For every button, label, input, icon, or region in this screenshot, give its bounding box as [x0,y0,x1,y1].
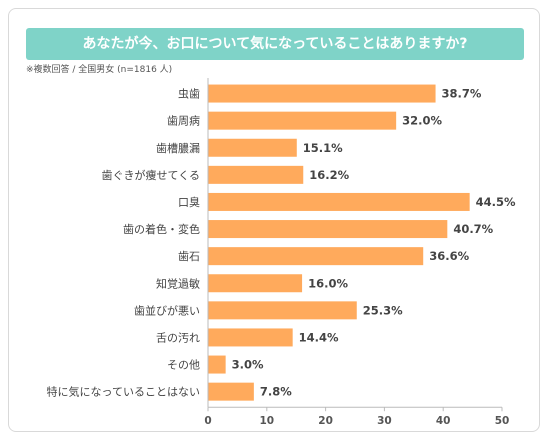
chart-frame [8,8,540,432]
chart-title: あなたが今、お口について気になっていることはありますか? [26,28,524,60]
data-label: 44.5% [476,195,516,209]
bar [208,247,424,266]
x-tick-label: 0 [204,415,211,427]
bar [208,111,397,130]
labels-layer: 虫歯 38.7% 歯周病 32.0% 歯槽膿漏 15.1% 歯ぐきが痩せてくる 16.2% 口臭… [47,87,516,399]
survey-note: ※複数回答 / 全国男女 (n=1816 人) [26,65,173,75]
bar [208,138,297,157]
x-tick-label: 10 [259,415,274,427]
category-label: 歯ぐきが痩せてくる [102,168,200,182]
category-label: 歯石 [178,250,200,263]
bar [208,355,226,374]
x-tick-label: 20 [318,415,333,427]
data-label: 32.0% [402,114,442,128]
category-label: 知覚過敏 [156,276,200,290]
category-label: 特に気になっていることはない [47,385,200,399]
data-label: 16.0% [308,276,348,290]
category-label: 口臭 [178,195,200,209]
x-tick-label: 30 [377,415,392,427]
x-tick-label: 40 [436,415,451,427]
category-label: 歯槽膿漏 [156,141,200,155]
bars-layer [208,84,470,401]
bar [208,165,304,184]
bar [208,274,303,293]
data-label: 15.1% [303,141,343,155]
category-label: 舌の汚れ [156,331,200,344]
data-label: 14.4% [299,330,339,344]
bar [208,192,470,211]
bar [208,84,436,103]
category-label: 歯の着色・変色 [123,222,200,236]
category-label: 虫歯 [178,88,200,101]
bar [208,220,448,239]
x-tick-label: 50 [495,415,510,427]
data-label: 36.6% [429,249,469,263]
data-label: 16.2% [309,168,349,182]
bar [208,301,357,320]
category-label: その他 [167,359,200,372]
data-label: 7.8% [260,385,292,399]
category-label: 歯並びが悪い [134,303,200,317]
data-label: 38.7% [442,87,482,101]
data-label: 25.3% [363,303,403,317]
bar [208,382,254,401]
bar [208,328,293,347]
category-label: 歯周病 [167,114,200,128]
axis-layer: 0 10 20 30 40 50 [204,78,509,427]
data-label: 40.7% [453,222,493,236]
data-label: 3.0% [232,358,264,372]
